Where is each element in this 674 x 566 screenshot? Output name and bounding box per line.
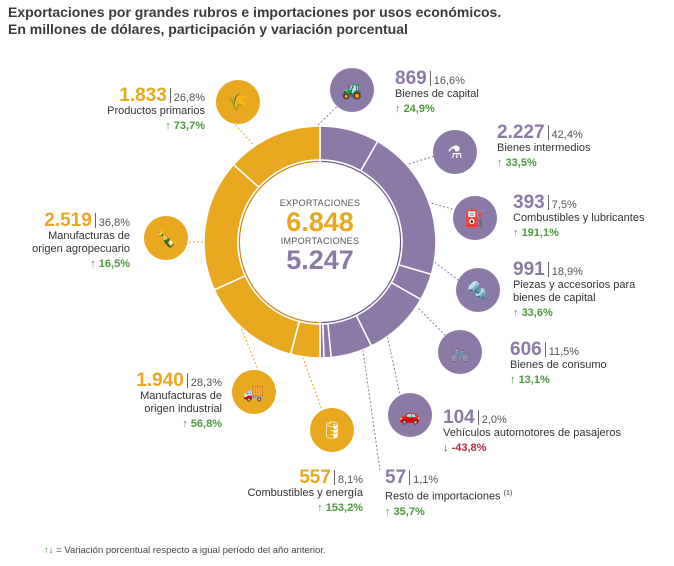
center-hole xyxy=(240,162,400,322)
value: 2.227 xyxy=(497,122,545,143)
share: 2,0% xyxy=(481,414,507,426)
export-label-combustibles: 557 8,1% Combustibles y energía ↑ 153,2% xyxy=(235,467,363,515)
change: ↑ 13,1% xyxy=(510,374,550,386)
change: ↑ 73,7% xyxy=(165,120,205,132)
description: Bienes de capital xyxy=(395,88,479,100)
footnote-text: = Variación porcentual respecto a igual … xyxy=(56,545,326,556)
screw-icon: 🔩 xyxy=(456,268,500,312)
change: ↑ 35,7% xyxy=(385,505,425,518)
center-imp-label: IMPORTACIONES xyxy=(280,236,360,246)
footnote: ↑↓ = Variación porcentual respecto a igu… xyxy=(44,545,326,556)
share: 8,1% xyxy=(337,474,363,486)
share: 26,8% xyxy=(173,92,205,104)
value: 2.519 xyxy=(44,210,92,231)
svg-text:🚚: 🚚 xyxy=(243,383,264,403)
value: 1.833 xyxy=(119,85,167,106)
description: Resto de importaciones (1) xyxy=(385,490,513,503)
donut-segments xyxy=(203,125,437,359)
share: 18,9% xyxy=(551,266,583,278)
value: 1.940 xyxy=(136,370,184,391)
import-label-resto: 57 1,1% Resto de importaciones (1) ↑ 35,7… xyxy=(385,467,525,519)
share: 16,6% xyxy=(433,75,465,87)
share: 1,1% xyxy=(413,474,439,486)
up-arrow-icon: ↑ xyxy=(44,545,49,556)
change: ↑ 33,5% xyxy=(497,157,537,169)
value: 393 xyxy=(513,192,545,213)
value: 57 xyxy=(385,467,407,488)
value: 557 xyxy=(299,467,331,488)
description: Bienes intermedios xyxy=(497,142,591,154)
bicycle-icon: 🚲 xyxy=(438,330,482,374)
import-label-consumo: 606 11,5% Bienes de consumo ↑ 13,1% xyxy=(510,339,650,387)
change: ↑ 33,6% xyxy=(513,307,553,319)
footnote-ref: (1) xyxy=(503,490,513,497)
svg-text:⚗: ⚗ xyxy=(447,143,462,163)
description: Bienes de consumo xyxy=(510,359,607,371)
center-summary: EXPORTACIONES 6.848 IMPORTACIONES 5.247 xyxy=(255,198,385,274)
description: Productos primarios xyxy=(107,105,205,117)
center-exp-label: EXPORTACIONES xyxy=(279,198,361,208)
description: Manufacturas de xyxy=(48,230,130,242)
import-label-intermedios: 2.227 42,4% Bienes intermedios ↑ 33,5% xyxy=(497,122,637,170)
import-label-piezas: 991 18,9% Piezas y accesorios para bienes… xyxy=(513,259,663,320)
truck-icon: 🚚 xyxy=(232,370,276,414)
import-label-vehiculos: 104 2,0% Vehículos automotores de pasajer… xyxy=(443,407,658,455)
svg-text:🚗: 🚗 xyxy=(399,406,420,426)
oil-barrel-icon: 🛢 xyxy=(310,408,354,452)
change: ↑ 153,2% xyxy=(317,502,363,514)
center-imp-value: 5.247 xyxy=(286,245,354,275)
down-arrow-icon: ↓ xyxy=(48,545,54,556)
description: Piezas y accesorios para xyxy=(513,279,636,291)
change: ↑ 24,9% xyxy=(395,103,435,115)
title-line-1: Exportaciones por grandes rubros e impor… xyxy=(8,4,502,20)
description-2: origen agropecuario xyxy=(32,243,130,255)
tractor-icon: 🚜 xyxy=(330,68,374,112)
description: Vehículos automotores de pasajeros xyxy=(443,427,621,439)
share: 42,4% xyxy=(551,129,583,141)
value: 606 xyxy=(510,339,542,360)
description: Combustibles y energía xyxy=(247,487,363,499)
share: 28,3% xyxy=(190,377,222,389)
title-line-2: En millones de dólares, participación y … xyxy=(8,21,408,37)
bottle-icon: 🍾 xyxy=(144,216,188,260)
description-2: origen industrial xyxy=(144,403,222,415)
description: Manufacturas de xyxy=(140,390,222,402)
chart-title: Exportaciones por grandes rubros e impor… xyxy=(8,4,608,38)
value: 991 xyxy=(513,259,545,280)
description-2: bienes de capital xyxy=(513,292,596,304)
import-label-combustibles: 393 7,5% Combustibles y lubricantes ↑ 191… xyxy=(513,192,663,240)
svg-text:🍾: 🍾 xyxy=(155,228,176,249)
description: Combustibles y lubricantes xyxy=(513,212,645,224)
center-exp-value: 6.848 xyxy=(286,207,354,237)
share: 11,5% xyxy=(548,346,580,358)
icons: 🚜 ⚗ ⛽ 🔩 🚲 🚗 🌾 🍾 🚚 🛢 xyxy=(144,68,500,452)
change: ↑ 191,1% xyxy=(513,227,559,239)
svg-text:🚜: 🚜 xyxy=(341,81,362,101)
value: 869 xyxy=(395,68,427,89)
wheat-icon: 🌾 xyxy=(216,80,260,124)
change: ↓ -43,8% xyxy=(443,442,487,454)
car-icon: 🚗 xyxy=(388,393,432,437)
leader-line xyxy=(359,329,381,471)
change: ↑ 16,5% xyxy=(90,258,130,270)
jerrycan-icon: ⛽ xyxy=(453,196,497,240)
svg-text:🛢: 🛢 xyxy=(321,421,343,441)
import-label-capital: 869 16,6% Bienes de capital ↑ 24,9% xyxy=(395,68,535,116)
value: 104 xyxy=(443,407,475,428)
flask-icon: ⚗ xyxy=(433,130,477,174)
svg-text:🔩: 🔩 xyxy=(467,280,488,301)
svg-text:⛽: ⛽ xyxy=(464,208,485,229)
svg-text:🌾: 🌾 xyxy=(227,93,248,113)
change: ↑ 56,8% xyxy=(182,418,222,430)
share: 7,5% xyxy=(551,199,577,211)
export-label-moa: 2.519 36,8% Manufacturas de origen agrope… xyxy=(15,210,130,271)
export-label-moi: 1.940 28,3% Manufacturas de origen indust… xyxy=(105,370,222,431)
export-label-primarios: 1.833 26,8% Productos primarios ↑ 73,7% xyxy=(80,85,205,133)
svg-text:🚲: 🚲 xyxy=(449,343,470,363)
share: 36,8% xyxy=(98,217,130,229)
leader-line xyxy=(299,349,323,411)
